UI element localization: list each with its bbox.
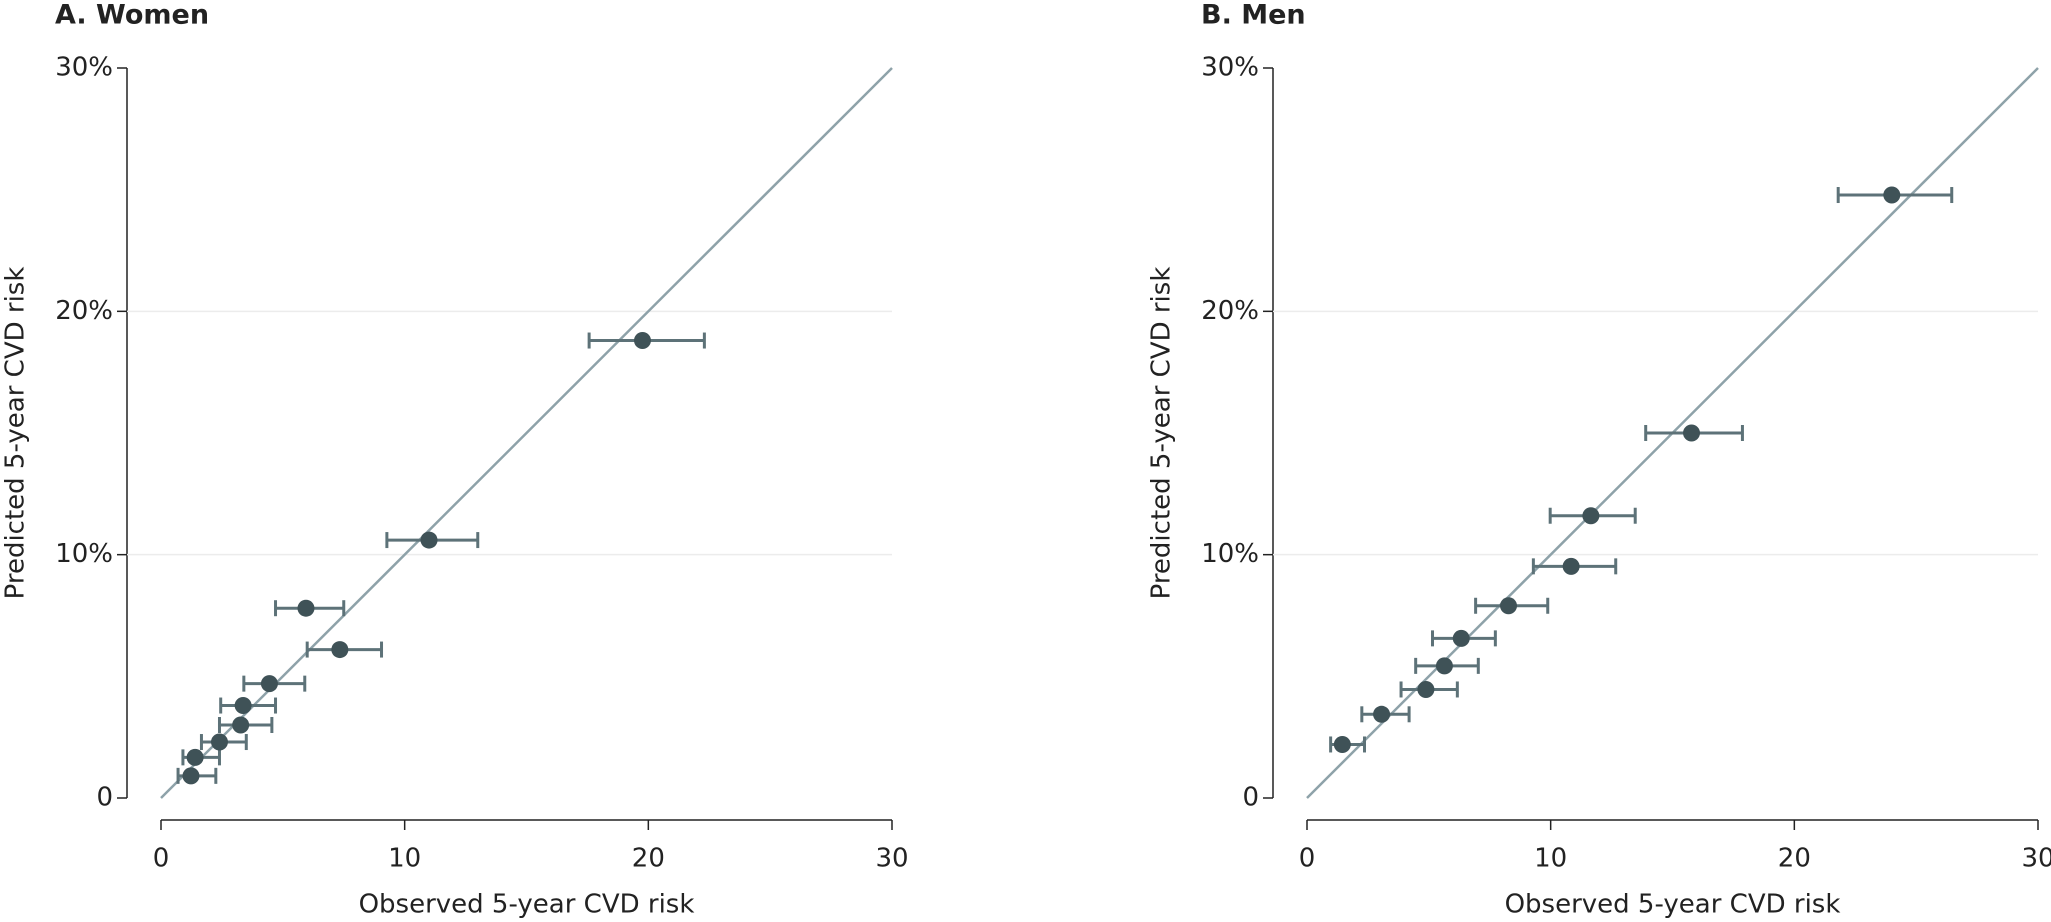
- y-axis-label: Predicted 5-year CVD risk: [1147, 267, 1177, 600]
- point: [1435, 657, 1453, 675]
- x-tick-label: 10: [388, 844, 421, 874]
- y-tick-label: 30%: [55, 53, 113, 83]
- point: [1500, 597, 1518, 615]
- point: [1562, 557, 1580, 575]
- y-tick-label: 10%: [1201, 539, 1259, 569]
- point: [1417, 680, 1435, 698]
- x-tick-label: 0: [153, 844, 170, 874]
- x-axis-label: Observed 5-year CVD risk: [1505, 890, 1841, 920]
- point: [1883, 186, 1901, 204]
- x-tick-label: 30: [875, 844, 908, 874]
- point: [260, 675, 278, 693]
- y-tick-label: 10%: [55, 539, 113, 569]
- y-tick-label: 20%: [1201, 296, 1259, 326]
- point: [1582, 507, 1600, 525]
- y-tick-label: 0: [96, 783, 113, 813]
- point: [297, 599, 315, 617]
- x-tick-label: 20: [1778, 844, 1811, 874]
- x-tick-label: 20: [632, 844, 665, 874]
- y-tick-label: 20%: [55, 296, 113, 326]
- point: [1683, 424, 1701, 442]
- point: [420, 531, 438, 549]
- identity-line: [160, 67, 893, 799]
- point: [182, 767, 200, 785]
- point: [186, 748, 204, 766]
- point: [210, 733, 228, 751]
- point: [232, 716, 250, 734]
- x-tick-label: 30: [2021, 844, 2051, 874]
- point: [1333, 735, 1351, 753]
- point: [234, 697, 252, 715]
- x-tick-label: 10: [1534, 844, 1567, 874]
- point: [1452, 629, 1470, 647]
- panel-title: A. Women: [55, 0, 209, 31]
- point: [1373, 705, 1391, 723]
- y-axis-label: Predicted 5-year CVD risk: [1, 267, 31, 600]
- y-tick-label: 30%: [1201, 53, 1259, 83]
- point: [633, 332, 651, 350]
- x-axis-label: Observed 5-year CVD risk: [359, 890, 695, 920]
- x-tick-label: 0: [1299, 844, 1316, 874]
- point: [331, 641, 349, 659]
- panel-title: B. Men: [1201, 0, 1306, 31]
- y-tick-label: 0: [1242, 783, 1259, 813]
